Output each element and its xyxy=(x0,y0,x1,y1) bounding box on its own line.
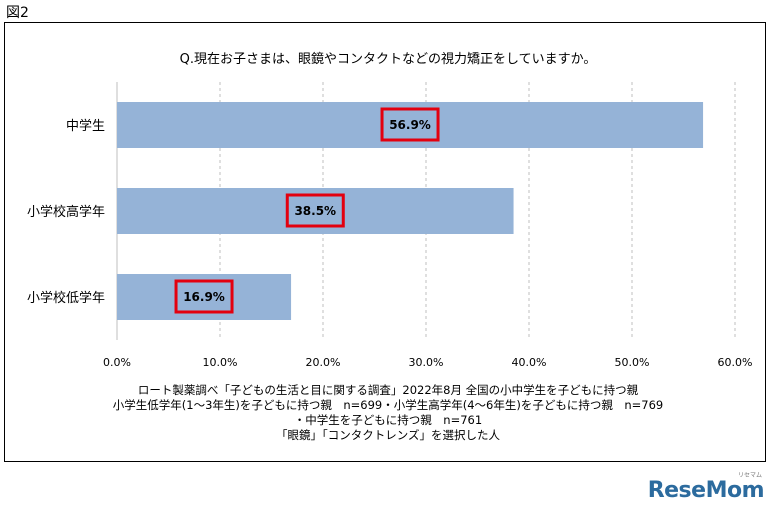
x-tick-label: 60.0% xyxy=(718,356,753,369)
value-label: 16.9% xyxy=(183,290,225,304)
category-label: 中学生 xyxy=(66,118,105,134)
note-line: 小学生低学年(1～3年生)を子どもに持つ親 n=699・小学生高学年(4～6年生… xyxy=(112,398,664,412)
chart-notes: ロート製薬調べ「子どもの生活と目に関する調査」2022年8月 全国の小中学生を子… xyxy=(0,383,776,443)
x-tick-label: 30.0% xyxy=(409,356,444,369)
logo-subtext: リセマム xyxy=(737,472,762,479)
note-line: ・中学生を子どもに持つ親 n=761 xyxy=(293,413,483,427)
category-label: 小学校高学年 xyxy=(27,204,105,220)
highlight-box xyxy=(174,279,234,314)
highlight-box xyxy=(285,193,345,228)
note-line: ロート製薬調べ「子どもの生活と目に関する調査」2022年8月 全国の小中学生を子… xyxy=(137,383,639,397)
x-tick-label: 40.0% xyxy=(512,356,547,369)
x-tick-label: 10.0% xyxy=(203,356,238,369)
resemom-logo: ReseMom xyxy=(647,478,765,503)
x-tick-label: 0.0% xyxy=(103,356,131,369)
note-line: 「眼鏡」「コンタクトレンズ」を選択した人 xyxy=(275,428,501,442)
value-label: 38.5% xyxy=(294,204,336,218)
value-label: 56.9% xyxy=(389,118,431,132)
x-tick-label: 50.0% xyxy=(615,356,650,369)
chart-frame xyxy=(4,22,766,462)
x-tick-label: 20.0% xyxy=(306,356,341,369)
category-label: 小学校低学年 xyxy=(27,290,105,306)
highlight-box xyxy=(380,107,440,142)
figure-label: 図2 xyxy=(6,5,29,21)
chart-title: Q.現在お子さまは、眼鏡やコンタクトなどの視力矯正をしていますか。 xyxy=(179,52,597,67)
